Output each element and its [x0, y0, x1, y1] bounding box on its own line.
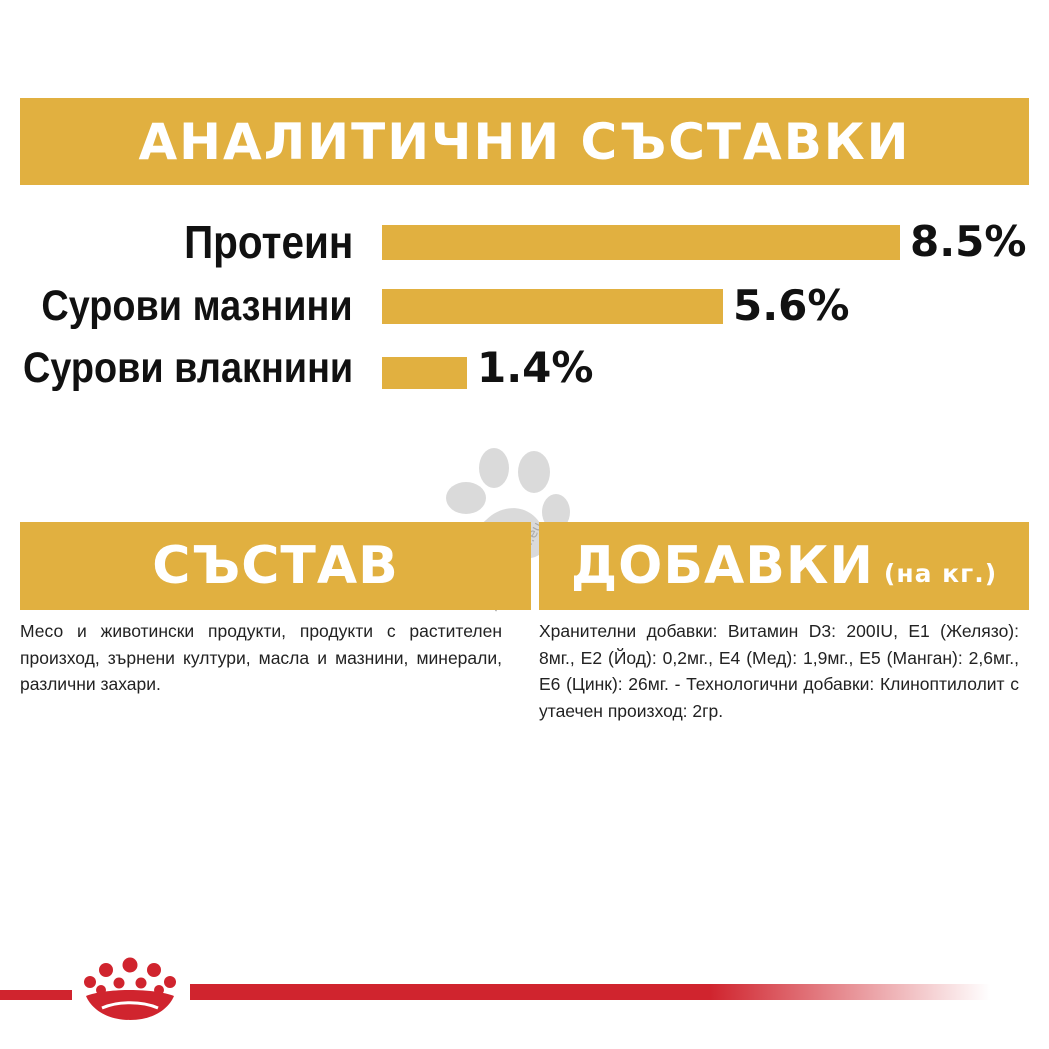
nutrient-label: Сурови мазнини [41, 282, 353, 330]
additives-banner: ДОБАВКИ (на кг.) [539, 522, 1029, 610]
composition-heading: СЪСТАВ [152, 536, 399, 596]
additives-text: Хранителни добавки: Витамин D3: 200IU, E… [539, 621, 1019, 721]
nutrient-value: 1.4% [477, 343, 594, 392]
nutrient-value: 8.5% [910, 217, 1027, 266]
footer-line-left [0, 990, 72, 1000]
additives-heading: ДОБАВКИ [570, 536, 874, 596]
additives-unit: (на кг.) [883, 558, 998, 588]
nutrient-bar [382, 225, 900, 260]
composition-text: Месо и животински продукти, продукти с р… [20, 621, 502, 694]
analytical-constituents-banner: АНАЛИТИЧНИ СЪСТАВКИ [20, 98, 1029, 185]
nutrient-bar [382, 289, 723, 324]
footer-line-right [190, 984, 990, 1000]
nutrient-value: 5.6% [733, 281, 850, 330]
nutrient-label: Протеин [183, 216, 353, 268]
nutrient-bar [382, 357, 467, 389]
royal-canin-crown-icon [84, 957, 176, 1020]
nutrient-label: Сурови влакнини [22, 344, 353, 392]
analytical-constituents-title: АНАЛИТИЧНИ СЪСТАВКИ [138, 112, 911, 171]
composition-banner: СЪСТАВ [20, 522, 531, 610]
